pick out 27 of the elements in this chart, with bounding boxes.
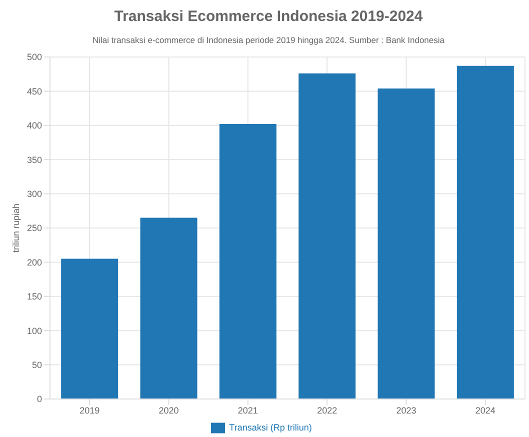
y-tick-label: 150 bbox=[26, 292, 42, 302]
y-tick-label: 300 bbox=[26, 188, 42, 199]
x-tick-label: 2021 bbox=[238, 405, 258, 416]
bar bbox=[61, 258, 118, 399]
bar bbox=[140, 218, 198, 399]
bar bbox=[219, 124, 276, 399]
y-tick-label: 200 bbox=[26, 257, 42, 268]
bar bbox=[456, 66, 514, 399]
y-tick-label: 250 bbox=[26, 223, 42, 234]
chart-title: Transaksi Ecommerce Indonesia 2019-2024 bbox=[113, 8, 424, 25]
y-tick-label: 350 bbox=[26, 154, 42, 165]
y-tick-label: 50 bbox=[32, 360, 42, 370]
legend-label: Transaksi (Rp triliun) bbox=[229, 422, 312, 432]
bar bbox=[298, 73, 356, 399]
x-tick-label: 2019 bbox=[80, 405, 100, 416]
y-tick-label: 100 bbox=[26, 326, 42, 336]
x-tick-label: 2023 bbox=[396, 405, 416, 416]
y-axis-title: triliun rupiah bbox=[11, 203, 22, 253]
x-tick-label: 2020 bbox=[158, 405, 179, 416]
x-tick-label: 2022 bbox=[317, 405, 338, 416]
y-tick-label: 400 bbox=[26, 120, 42, 131]
bar bbox=[378, 88, 435, 399]
y-tick-label: 0 bbox=[36, 394, 42, 404]
y-tick-label: 500 bbox=[26, 52, 42, 62]
chart-subtitle: Nilai transaksi e-commerce di Indonesia periode 2019 hingga 2024. Sumber : Bank Indonesia bbox=[91, 35, 446, 45]
y-tick-label: 450 bbox=[26, 86, 42, 96]
x-tick-label: 2024 bbox=[475, 405, 496, 416]
